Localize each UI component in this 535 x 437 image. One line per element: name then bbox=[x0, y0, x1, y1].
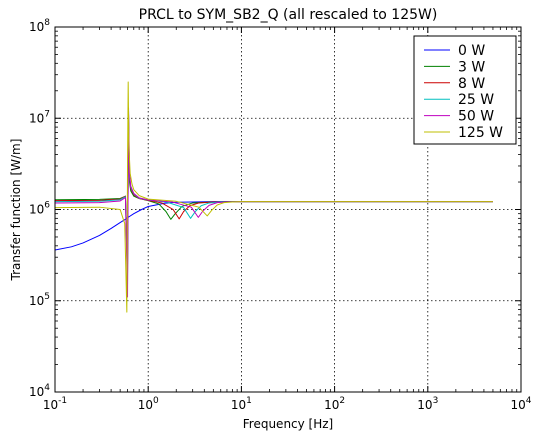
legend-label: 3 W bbox=[458, 59, 485, 75]
x-tick-label: 100 bbox=[138, 396, 159, 412]
legend-box bbox=[413, 35, 517, 145]
y-tick-label: 105 bbox=[29, 292, 50, 308]
y-tick-label: 104 bbox=[29, 383, 50, 399]
chart-title: PRCL to SYM_SB2_Q (all rescaled to 125W) bbox=[139, 7, 438, 23]
legend-label: 125 W bbox=[458, 125, 503, 141]
y-axis-title: Transfer function [W/m] bbox=[9, 139, 23, 282]
x-axis-title: Frequency [Hz] bbox=[243, 417, 334, 431]
y-tick-label: 107 bbox=[29, 109, 50, 125]
y-tick-label: 108 bbox=[29, 18, 50, 34]
tick-labels: 10-1 100 101 102 103 104 104 105 106 107 108 bbox=[29, 18, 532, 412]
x-tick-label: 10-1 bbox=[43, 396, 67, 412]
series-line-125w bbox=[54, 81, 493, 313]
y-tick-label: 106 bbox=[29, 201, 50, 217]
legend-label: 8 W bbox=[458, 76, 485, 92]
x-tick-label: 101 bbox=[231, 396, 252, 412]
ticks bbox=[54, 26, 522, 393]
x-tick-label: 102 bbox=[324, 396, 345, 412]
legend-label: 0 W bbox=[458, 43, 485, 59]
legend-label: 50 W bbox=[458, 109, 494, 125]
legend-label: 25 W bbox=[458, 92, 494, 108]
x-tick-label: 104 bbox=[510, 396, 531, 412]
series-lines bbox=[54, 81, 493, 313]
x-tick-label: 103 bbox=[417, 396, 438, 412]
